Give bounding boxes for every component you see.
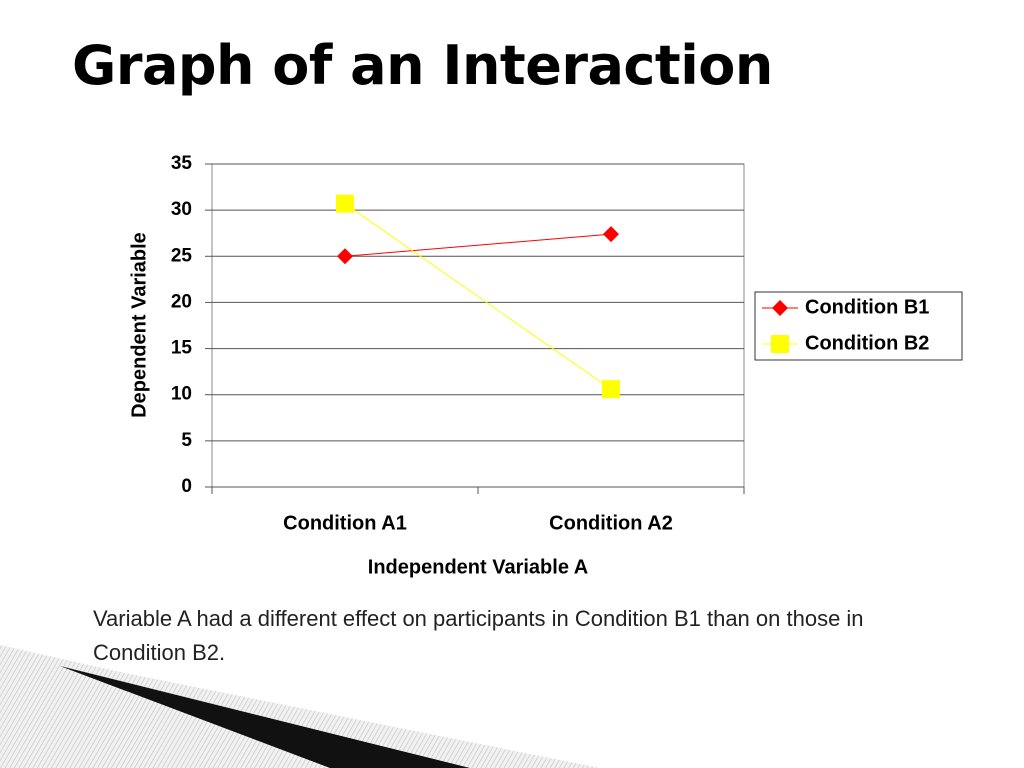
- x-axis-label: Independent Variable A: [368, 556, 588, 578]
- decor-wedge: [60, 666, 470, 768]
- slide-title: Graph of an Interaction: [72, 34, 773, 97]
- legend-label: Condition B1: [805, 296, 929, 318]
- data-point: [602, 380, 620, 399]
- data-point: [337, 248, 353, 265]
- series-line: [344, 233, 612, 257]
- y-tick-label: 20: [171, 291, 192, 312]
- legend-label: Condition B2: [805, 332, 929, 354]
- x-tick-label: Condition A2: [549, 512, 673, 534]
- y-tick-label: 30: [171, 199, 192, 220]
- caption: Variable A had a different effect on par…: [93, 606, 864, 665]
- y-tick-label: 5: [181, 430, 192, 451]
- y-tick-label: 25: [171, 245, 193, 266]
- data-point: [336, 194, 354, 213]
- data-point: [603, 226, 619, 243]
- x-tick-label: Condition A1: [283, 512, 407, 534]
- legend-marker: [772, 300, 788, 316]
- legend: [754, 291, 963, 361]
- y-tick-label: 10: [171, 384, 192, 405]
- legend-marker: [771, 335, 789, 353]
- y-axis-label: Dependent Variable: [128, 232, 150, 418]
- y-tick-label: 35: [171, 153, 193, 174]
- y-tick-label: 15: [171, 338, 193, 359]
- series-line: [344, 203, 612, 390]
- y-tick-label: 0: [181, 476, 192, 497]
- decor-stripes: [0, 645, 600, 768]
- plot-area: [211, 163, 745, 488]
